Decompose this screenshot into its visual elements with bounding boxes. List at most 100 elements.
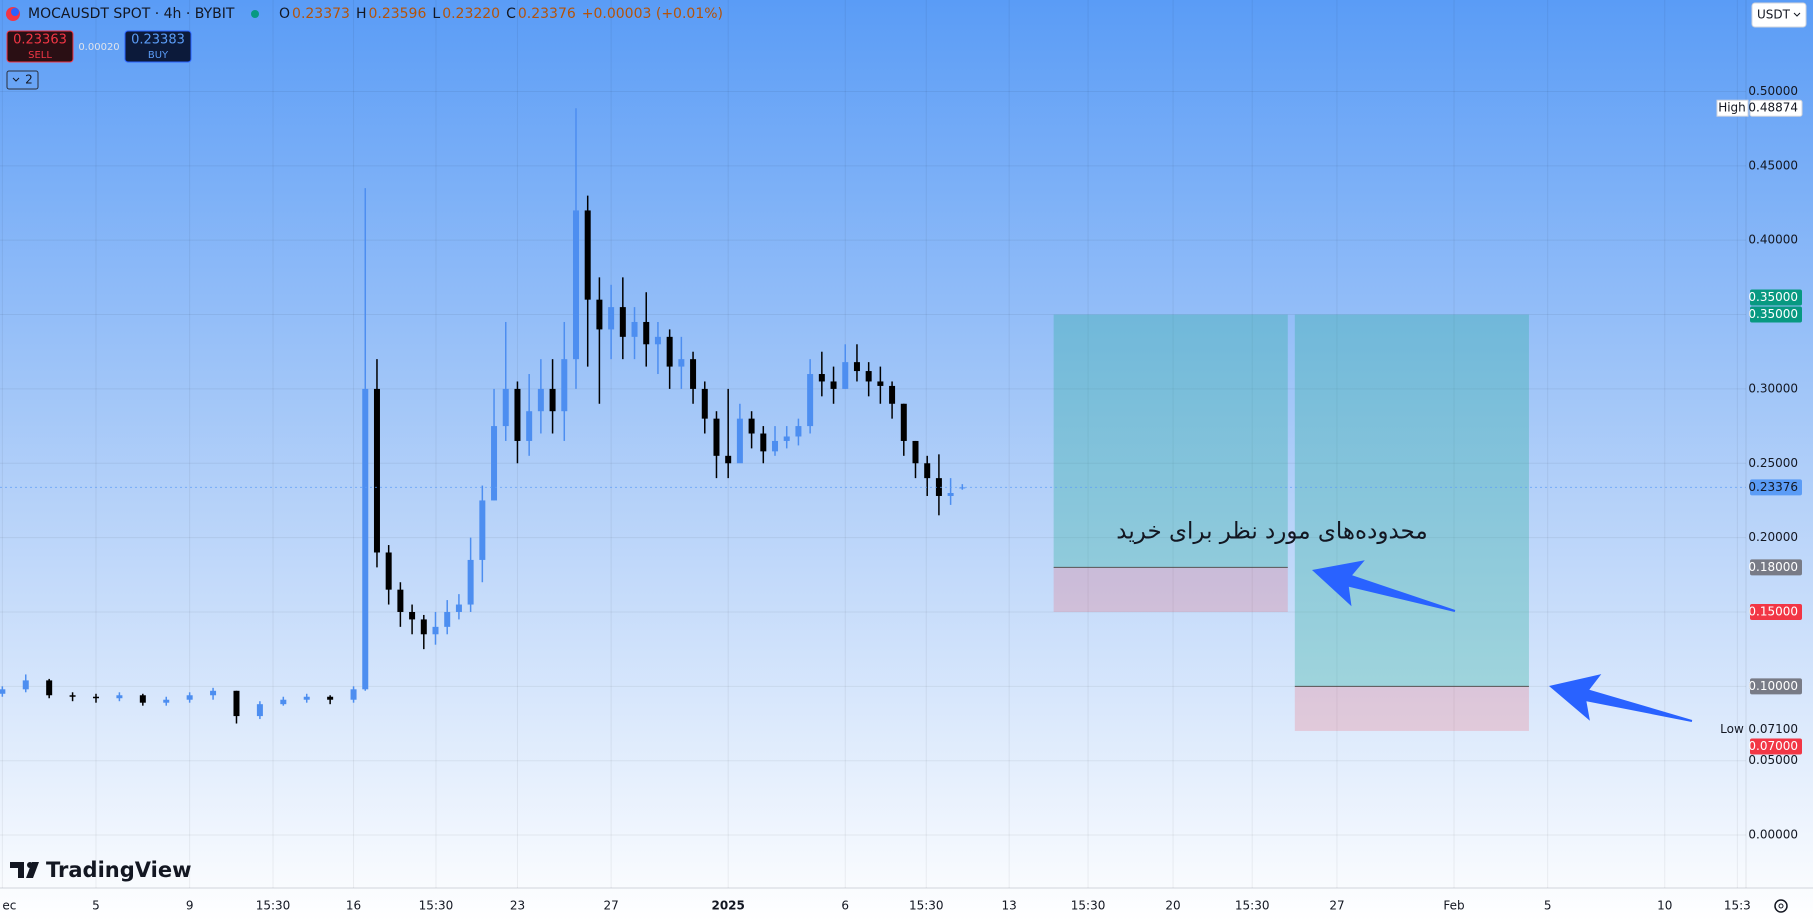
x-tick-label: 27 xyxy=(1329,899,1344,913)
candle-body xyxy=(713,418,720,456)
buy-button[interactable] xyxy=(124,30,192,63)
candle-body xyxy=(163,699,170,703)
y-tick-label: 0.45000 xyxy=(1748,158,1798,172)
price-label-bg xyxy=(1750,738,1802,755)
grid xyxy=(0,0,1746,888)
x-tick-label: 9 xyxy=(186,899,194,913)
x-tick-label: 13 xyxy=(1002,899,1017,913)
candle-body xyxy=(210,690,217,696)
sell-label[interactable]: SELL xyxy=(28,50,52,61)
price-label: 0.10000 xyxy=(1748,679,1798,693)
candle-body xyxy=(889,385,896,404)
status-dot xyxy=(251,10,259,18)
stop-zone xyxy=(1053,567,1288,612)
candle-body xyxy=(924,463,931,479)
symbol-icon xyxy=(11,8,19,16)
candle-body xyxy=(818,374,825,382)
candle-body xyxy=(748,418,755,434)
buy-label[interactable]: BUY xyxy=(148,50,169,61)
candle-body xyxy=(807,374,814,427)
ohlc-key: O xyxy=(279,6,290,22)
axes: 0.00000 0.05000 0.10000 0.15000 0.20000 0.250… xyxy=(2,84,1803,913)
y-tick-label: 0.05000 xyxy=(1748,753,1798,767)
candle-body xyxy=(373,388,380,553)
annotation: محدوده‌های مورد نظر برای خرید xyxy=(1116,519,1427,545)
symbol[interactable]: MOCAUSDT SPOT · 4h · BYBIT xyxy=(28,6,235,22)
target-zone xyxy=(1053,314,1288,568)
settings-icon[interactable] xyxy=(1774,899,1788,913)
candle-body xyxy=(479,500,486,560)
candle-body xyxy=(549,388,556,412)
candle-body xyxy=(608,307,615,330)
x-tick-label: 15:30 xyxy=(419,899,454,913)
chevron xyxy=(1793,12,1801,17)
logo: TradingView xyxy=(10,858,191,882)
chevron xyxy=(12,77,20,82)
candle-body xyxy=(303,696,310,700)
spread: 0.00020 xyxy=(78,42,119,53)
ohlc-value: 0.23220 xyxy=(442,6,500,22)
price-label: 0.35000 xyxy=(1748,307,1798,321)
price-label: 0.15000 xyxy=(1748,604,1798,618)
candle-body xyxy=(514,388,521,441)
candle-body xyxy=(116,695,123,699)
buy-price[interactable]: 0.23383 xyxy=(131,33,185,48)
price-label-bg xyxy=(1750,678,1802,695)
candle-body xyxy=(186,695,193,700)
candle-body xyxy=(256,704,263,717)
candle-body xyxy=(830,381,837,389)
candle-body xyxy=(491,426,498,501)
candle-body xyxy=(92,696,99,699)
candle-body xyxy=(877,381,884,386)
y-tick-label: 0.50000 xyxy=(1748,84,1798,98)
candle-body xyxy=(572,210,579,360)
arrow xyxy=(1549,674,1693,722)
logo-mark xyxy=(27,862,33,868)
candle-body xyxy=(526,411,533,441)
candle-body xyxy=(795,426,802,437)
candle-body xyxy=(584,210,591,300)
candle-body xyxy=(467,559,474,605)
gear[interactable] xyxy=(1778,903,1784,909)
annotations: محدوده‌های مورد نظر برای خرید xyxy=(1116,519,1693,722)
gear[interactable] xyxy=(1774,899,1788,913)
candle-body xyxy=(853,362,860,372)
candle-body xyxy=(690,359,697,389)
price-label: 0.48874 xyxy=(1748,101,1798,115)
currency[interactable]: USDT xyxy=(1757,8,1791,22)
candle-body xyxy=(139,695,146,703)
x-tick-label: Feb xyxy=(1443,899,1464,913)
price-tag: High xyxy=(1718,101,1746,115)
x-tick-label: 5 xyxy=(92,899,100,913)
logo-text: TradingView xyxy=(46,858,191,882)
candle-body xyxy=(46,680,53,696)
candle-body xyxy=(631,321,638,337)
indicators-toggle[interactable] xyxy=(6,70,39,90)
x-tick-label: 15:30 xyxy=(1071,899,1106,913)
target-zone xyxy=(1294,314,1529,687)
currency-select[interactable] xyxy=(1751,2,1807,28)
candle-body xyxy=(432,626,439,635)
ohlc-key: C xyxy=(506,6,516,22)
price-label: 0.07000 xyxy=(1748,739,1798,753)
candle-body xyxy=(280,699,287,705)
price-label-bg xyxy=(1750,479,1802,496)
price-label-bg xyxy=(1750,559,1802,576)
candle-body xyxy=(420,619,427,635)
y-tick-label: 0.30000 xyxy=(1748,381,1798,395)
sell-price[interactable]: 0.23363 xyxy=(13,33,67,48)
x-tick-label: 16 xyxy=(346,899,361,913)
price-label-bg xyxy=(1750,289,1802,306)
candle-body xyxy=(643,321,650,345)
candle-body xyxy=(233,690,240,717)
x-tick-label: 15:30 xyxy=(256,899,291,913)
indicators-count[interactable]: 2 xyxy=(25,73,33,87)
candle-body xyxy=(678,359,685,367)
sell-button[interactable] xyxy=(6,30,74,63)
x-tick-label: 23 xyxy=(510,899,525,913)
ohlc-value: 0.23373 xyxy=(292,6,350,22)
candle-body xyxy=(783,436,790,441)
